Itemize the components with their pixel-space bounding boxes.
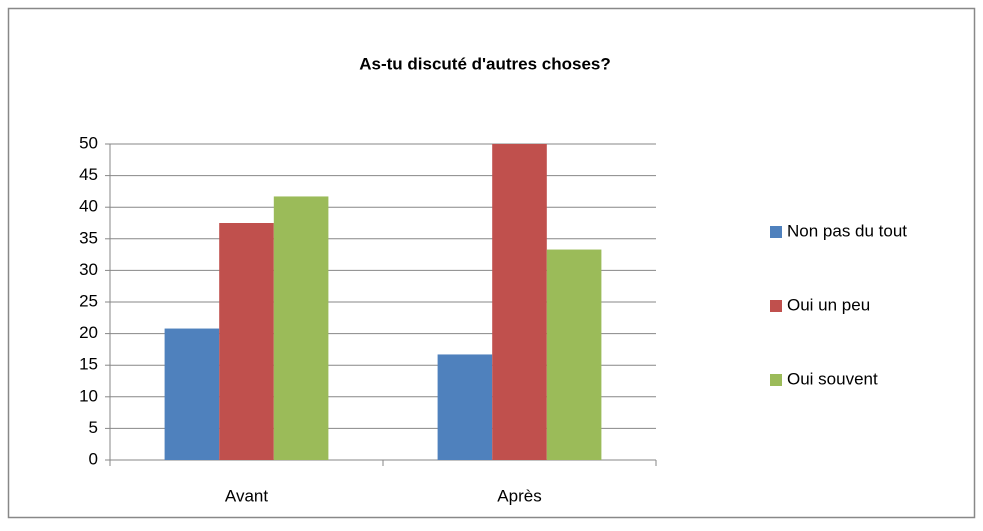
- bar: [164, 328, 220, 460]
- x-tick-label: Avant: [225, 486, 268, 505]
- y-tick-label: 10: [79, 386, 98, 405]
- chart-title: As-tu discuté d'autres choses?: [359, 54, 611, 73]
- legend-swatch: [770, 300, 782, 312]
- legend-label: Non pas du tout: [787, 221, 907, 240]
- y-tick-label: 20: [79, 323, 98, 342]
- bar: [492, 144, 547, 460]
- y-tick-label: 50: [79, 133, 98, 152]
- y-tick-label: 40: [79, 197, 98, 216]
- y-tick-label: 30: [79, 260, 98, 279]
- y-tick-label: 5: [89, 418, 98, 437]
- bar: [546, 249, 602, 460]
- legend-label: Oui un peu: [787, 295, 870, 314]
- legend-swatch: [770, 226, 782, 238]
- y-tick-label: 45: [79, 165, 98, 184]
- x-tick-label: Après: [497, 486, 541, 505]
- bar: [437, 354, 493, 460]
- y-tick-label: 25: [79, 291, 98, 310]
- y-tick-label: 0: [89, 449, 98, 468]
- bar: [273, 196, 329, 460]
- bar: [219, 223, 274, 460]
- legend-swatch: [770, 374, 782, 386]
- y-tick-label: 15: [79, 355, 98, 374]
- y-tick-label: 35: [79, 228, 98, 247]
- legend-label: Oui souvent: [787, 369, 878, 388]
